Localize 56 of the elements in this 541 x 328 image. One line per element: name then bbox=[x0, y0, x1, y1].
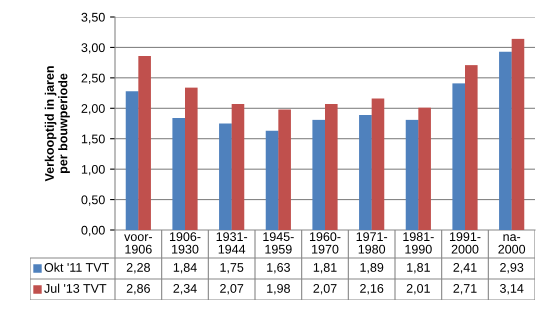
y-tick-label: 1,00 bbox=[82, 164, 105, 176]
bar bbox=[325, 104, 338, 230]
legend-label: Okt '11 TVT bbox=[44, 262, 109, 272]
y-tick-label: 2,00 bbox=[82, 104, 105, 114]
data-label: 2,93 bbox=[500, 263, 524, 274]
data-label: 1,98 bbox=[267, 284, 290, 294]
bar bbox=[138, 56, 151, 230]
bar bbox=[126, 91, 138, 230]
bar bbox=[465, 65, 478, 230]
x-tick-label: 1906- 1930 bbox=[170, 232, 200, 254]
data-label: 2,01 bbox=[406, 284, 430, 294]
data-label: 1,63 bbox=[267, 263, 290, 274]
x-tick-label: 1960- 1970 bbox=[310, 232, 340, 254]
data-label: 1,84 bbox=[174, 263, 197, 274]
data-label: 2,28 bbox=[126, 263, 150, 274]
data-label: 1,89 bbox=[360, 263, 384, 274]
data-label: 3,14 bbox=[500, 284, 524, 294]
data-label: 2,71 bbox=[453, 284, 477, 294]
x-tick-label: na- 2000 bbox=[498, 234, 526, 254]
bar bbox=[406, 120, 418, 230]
legend-label: Jul '13 TVT bbox=[44, 284, 106, 293]
y-tick-label: 3,00 bbox=[81, 43, 105, 54]
data-label: 2,07 bbox=[220, 284, 244, 294]
x-tick-label: 1945- 1959 bbox=[263, 232, 294, 254]
y-tick-label: 0,00 bbox=[81, 226, 105, 236]
x-tick-label: 1991- 2000 bbox=[450, 232, 480, 254]
bar bbox=[266, 130, 278, 230]
data-label: 1,75 bbox=[220, 263, 244, 274]
x-tick-label: 1981- 1990 bbox=[403, 232, 434, 254]
bar bbox=[359, 114, 372, 230]
data-label: 2,86 bbox=[126, 284, 150, 294]
data-label: 2,16 bbox=[360, 284, 384, 294]
bar bbox=[372, 98, 384, 230]
data-label: 2,41 bbox=[453, 263, 477, 274]
bar bbox=[418, 108, 431, 230]
y-tick-label: 0,50 bbox=[81, 195, 105, 206]
bar bbox=[185, 88, 198, 230]
bar bbox=[232, 104, 244, 230]
x-tick-label: 1971- 1980 bbox=[356, 232, 388, 254]
y-tick-label: 3,50 bbox=[81, 12, 105, 24]
y-tick-label: 1,50 bbox=[82, 134, 105, 145]
bar bbox=[278, 110, 291, 230]
data-label: 1,81 bbox=[314, 263, 337, 274]
bar bbox=[499, 52, 512, 230]
bar bbox=[172, 118, 185, 230]
x-tick-label: 1931- 1944 bbox=[216, 232, 248, 254]
bar bbox=[219, 124, 232, 230]
y-axis-title: Verkooptijd in jaren per bouwperiode bbox=[44, 66, 70, 182]
bar bbox=[512, 38, 524, 230]
bar bbox=[452, 83, 465, 230]
data-label: 2,34 bbox=[173, 284, 197, 294]
x-tick-label: voor- 1906 bbox=[124, 234, 152, 254]
y-tick-label: 2,50 bbox=[82, 74, 105, 84]
bar bbox=[312, 120, 325, 230]
data-label: 2,07 bbox=[313, 284, 337, 294]
data-label: 1,81 bbox=[407, 263, 430, 274]
